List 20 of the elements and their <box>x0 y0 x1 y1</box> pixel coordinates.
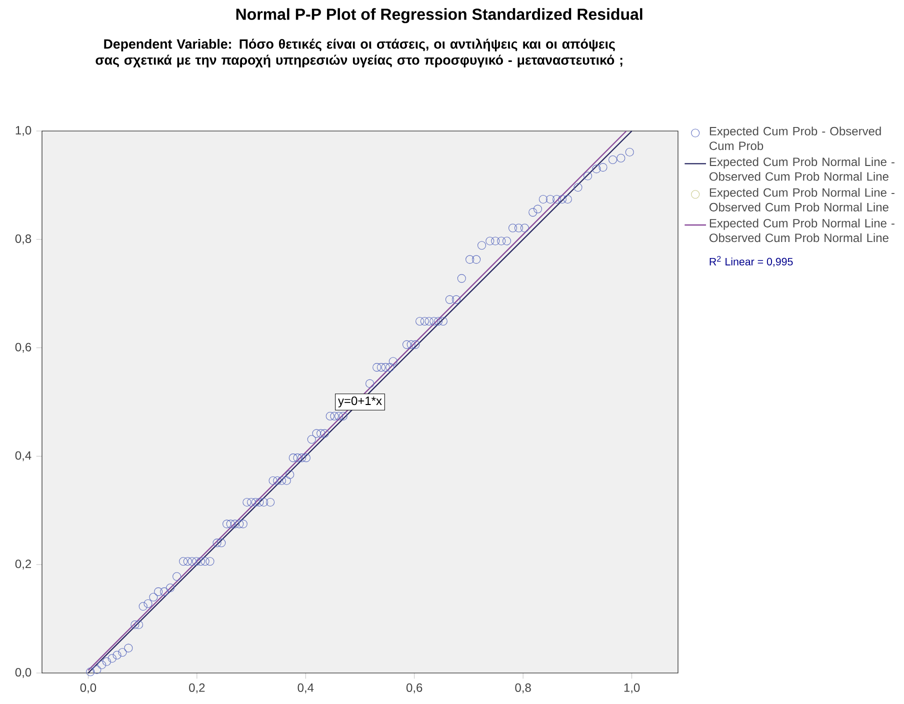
text: R$^{2}$ Linear = 0,995 <box>710 256 793 267</box>
y-tick-label: 0,4 <box>15 451 32 462</box>
y-tick-label: 0,6 <box>15 342 32 353</box>
x-tick-label: 0,4 <box>298 683 314 694</box>
y-tick-label: 0,0 <box>15 668 32 678</box>
y-tick-label: 0,2 <box>15 560 31 570</box>
legend-label: Expected Cum Prob Normal Line - Observed Cum Prob Normal Line <box>710 157 894 181</box>
legend-label: Expected Cum Prob Normal Line - Observed Cum Prob Normal Line <box>710 218 894 242</box>
chart-title: Normal P-P Plot of Regression Standardized Residual <box>236 8 642 24</box>
y-tick-label: 0,8 <box>15 234 32 244</box>
chart-subtitle: Dependent Variable: Πόσο θετικές είναι οι στάσεις, οι αντιλήψεις και οι απόψεις σας σχετικά με την παροχή υπηρεσιών υγείας στο προσφυγικό - μεταναστευτικό ; <box>96 38 622 68</box>
legend-label: Expected Cum Prob Normal Line - Observed Cum Prob Normal Line <box>710 188 894 212</box>
x-tick-label: 0,2 <box>189 683 205 694</box>
x-tick-label: 0,0 <box>80 683 96 694</box>
y-tick-label: 1,0 <box>16 126 32 136</box>
legend-label: Expected Cum Prob - Observed Cum Prob <box>710 126 881 150</box>
x-tick-label: 0,6 <box>406 683 422 694</box>
x-tick-label: 1,0 <box>624 683 640 694</box>
annotation: y=0+1*x <box>338 396 382 408</box>
x-tick-label: 0,8 <box>515 683 531 694</box>
